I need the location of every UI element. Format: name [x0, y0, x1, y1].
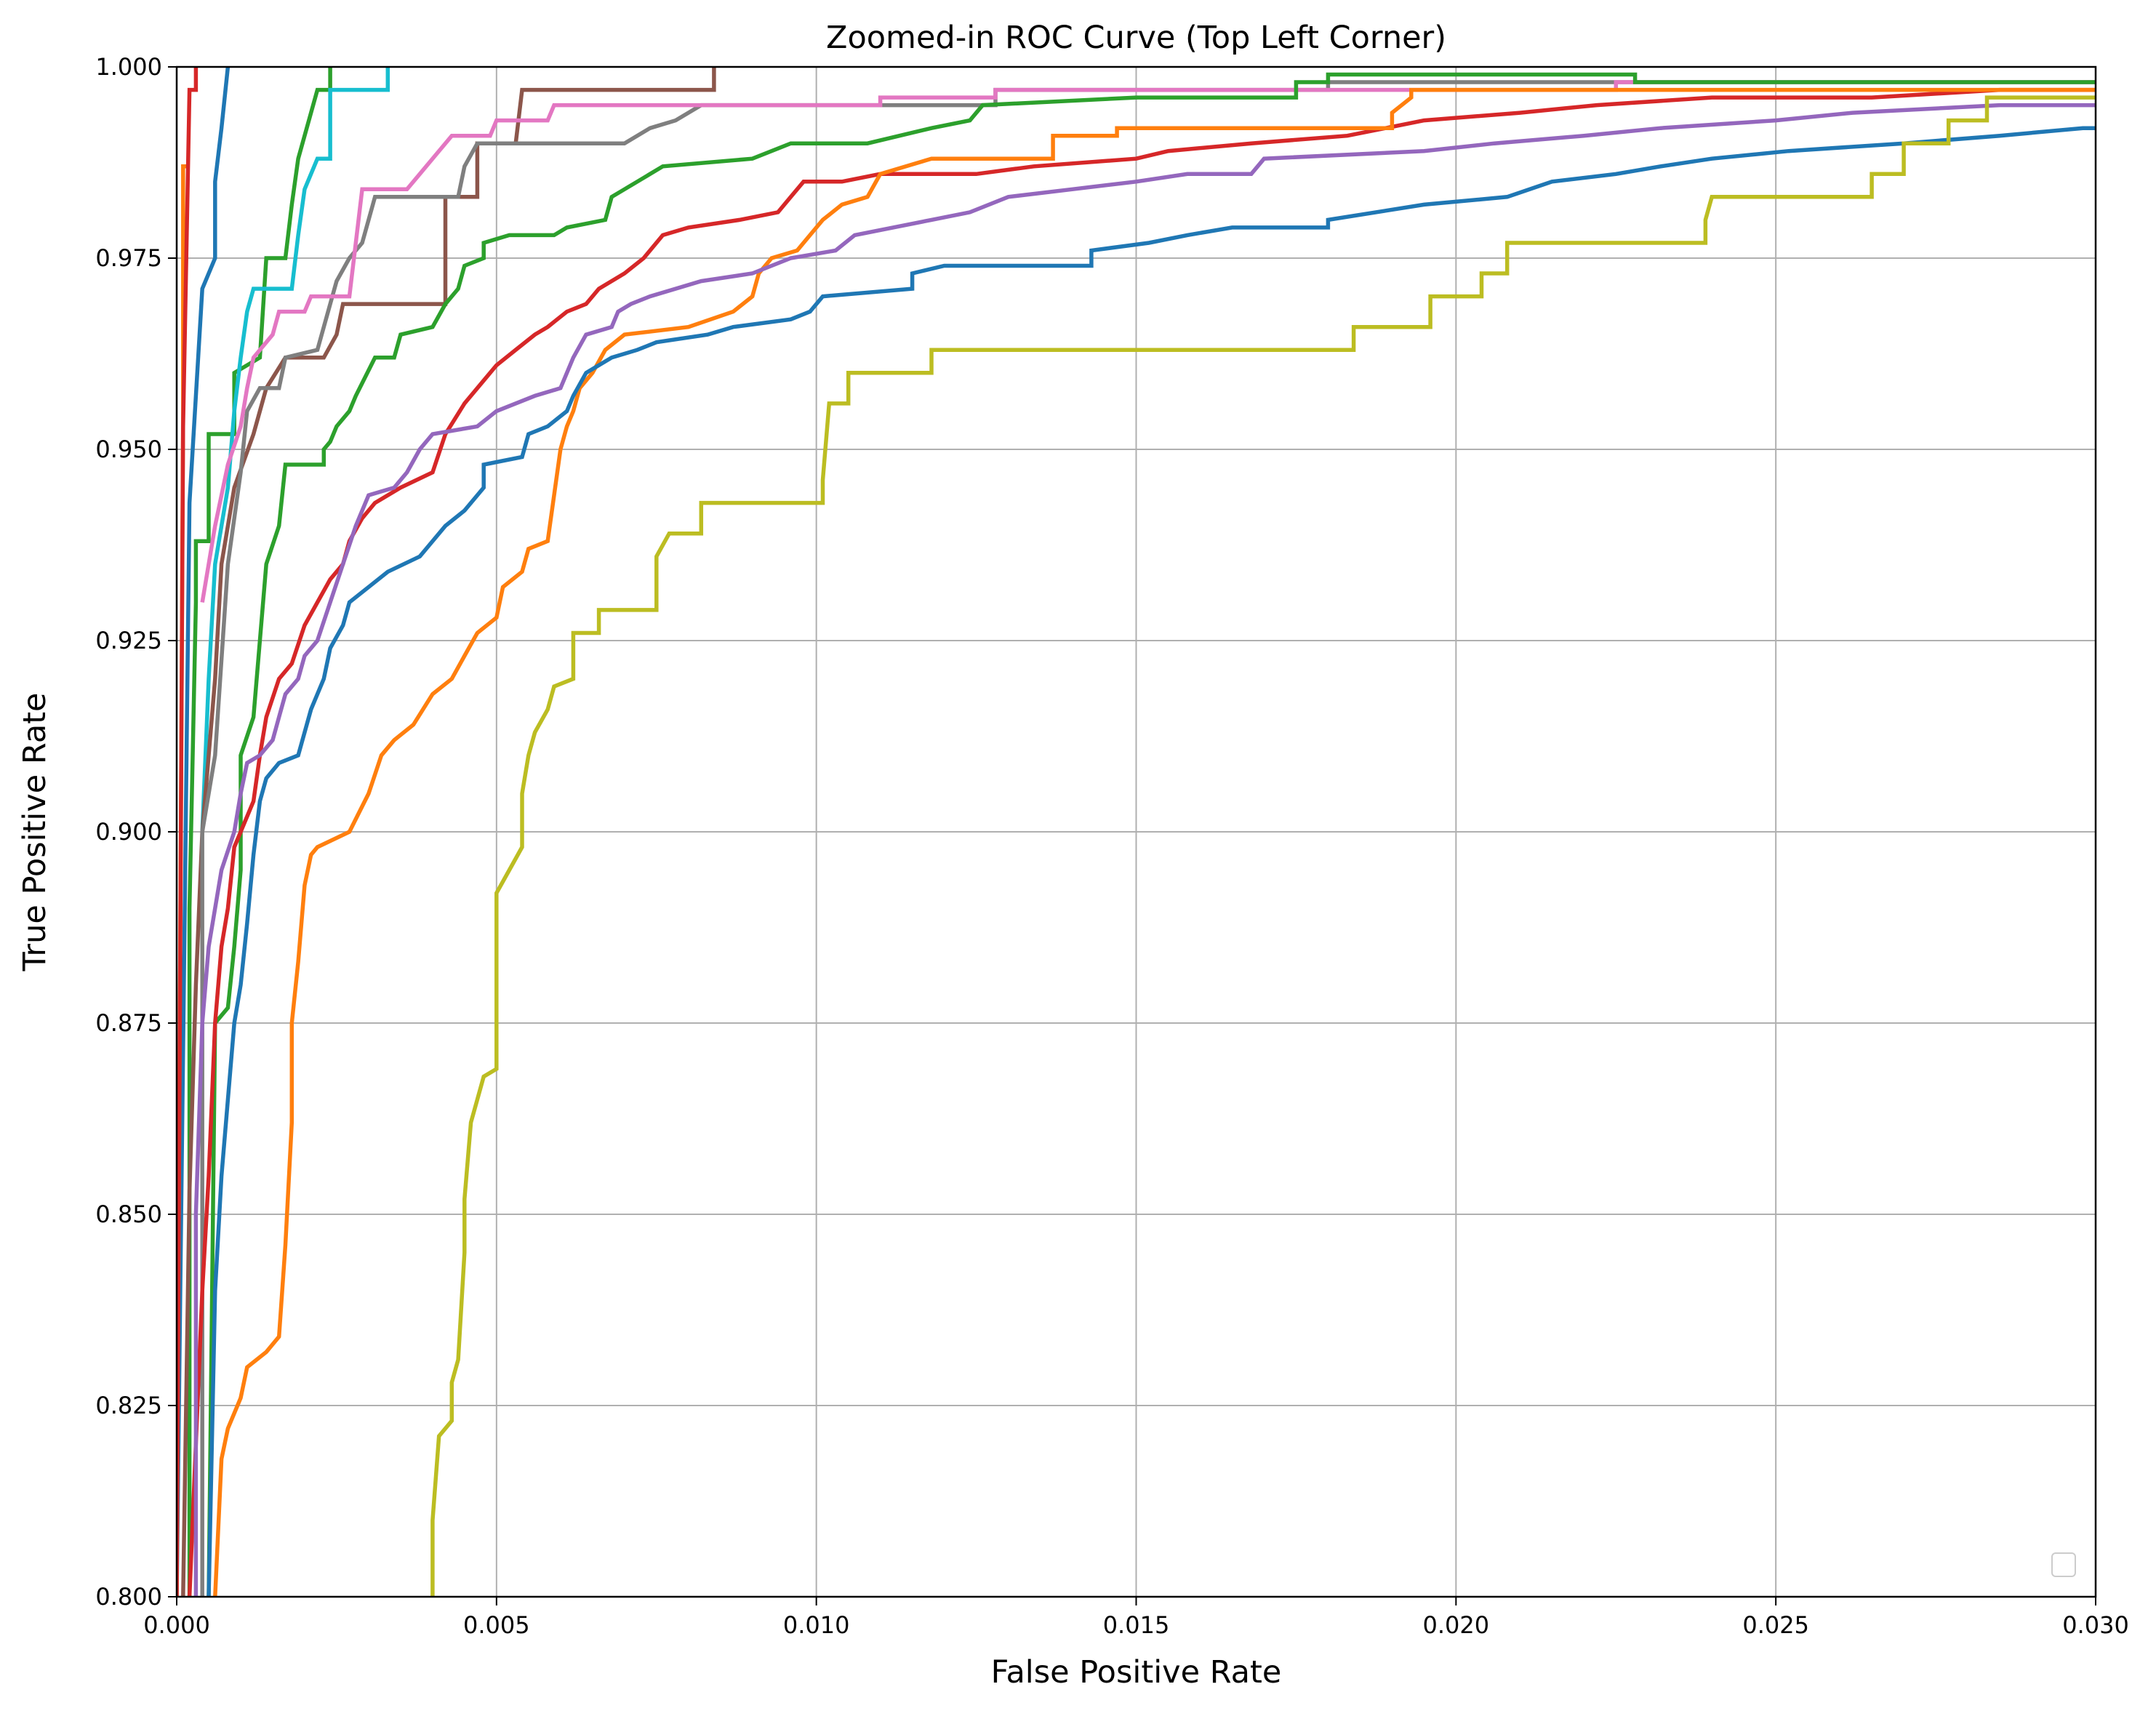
- y-tick-label: 0.950: [95, 436, 162, 463]
- x-tick-label: 0.000: [143, 1611, 210, 1639]
- roc-curve-11: [213, 87, 2096, 1597]
- y-tick-label: 0.825: [95, 1392, 162, 1419]
- roc-curve-5: [200, 67, 390, 833]
- roc-curve-14: [430, 95, 2096, 1597]
- y-tick-label: 1.000: [95, 53, 162, 81]
- roc-curve-12: [193, 103, 2096, 1597]
- roc-curve-9: [207, 72, 2096, 1597]
- x-tick-label: 0.005: [463, 1611, 530, 1639]
- roc-curve-8: [200, 80, 2096, 603]
- x-tick-label: 0.020: [1423, 1611, 1490, 1639]
- axis-ticks: 0.000 0.005 0.010 0.015 0.020 0.025 0.030 0.800…: [95, 53, 2128, 1639]
- legend-empty-box: [2051, 1552, 2076, 1577]
- y-tick-label: 0.850: [95, 1200, 162, 1228]
- chart-title: Zoomed-in ROC Curve (Top Left Corner): [826, 20, 1446, 56]
- y-tick-label: 0.925: [95, 627, 162, 654]
- roc-curve-10: [187, 87, 2096, 1597]
- roc-curve-3: [177, 67, 199, 1597]
- x-tick-label: 0.015: [1103, 1611, 1170, 1639]
- x-tick-label: 0.030: [2062, 1611, 2129, 1639]
- x-tick-label: 0.025: [1742, 1611, 1809, 1639]
- x-tick-label: 0.010: [783, 1611, 850, 1639]
- roc-curve-4: [187, 67, 332, 1597]
- roc-curve-7: [200, 80, 2096, 1597]
- y-tick-label: 0.975: [95, 244, 162, 272]
- y-axis-label: True Positive Rate: [17, 692, 53, 971]
- y-tick-label: 0.875: [95, 1009, 162, 1037]
- y-tick-label: 0.800: [95, 1583, 162, 1611]
- roc-series-group: [177, 67, 2096, 1597]
- roc-curve-1: [177, 67, 231, 1597]
- y-tick-label: 0.900: [95, 818, 162, 846]
- x-axis-label: False Positive Rate: [991, 1654, 1282, 1691]
- roc-curve-13: [207, 126, 2096, 1597]
